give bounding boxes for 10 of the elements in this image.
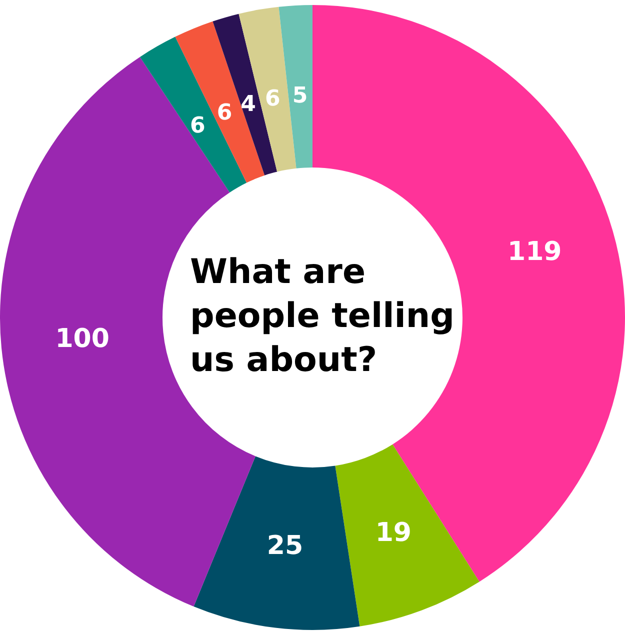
data-label: 6	[190, 114, 206, 139]
data-label: 25	[266, 530, 304, 561]
data-label: 4	[240, 92, 256, 118]
data-label: 6	[216, 100, 232, 126]
text: What are people telling us about?	[190, 251, 456, 382]
data-label: 19	[375, 518, 412, 548]
data-label: 100	[55, 324, 110, 354]
data-label: 6	[264, 86, 280, 112]
data-label: 119	[507, 236, 562, 267]
data-label: 5	[292, 83, 308, 108]
